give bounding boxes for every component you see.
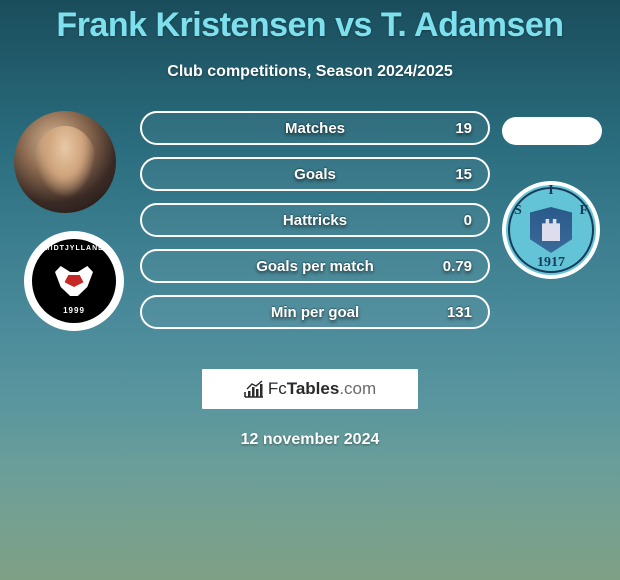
stat-label: Hattricks — [283, 212, 347, 229]
right-player-column: S I F 1917 — [502, 111, 602, 279]
brand-text: FcTables.com — [268, 379, 376, 399]
player-photo-left — [14, 111, 116, 213]
left-player-column: MIDTJYLLAND 1999 — [10, 111, 120, 331]
stat-value: 0.79 — [443, 258, 472, 275]
logo-year: 1917 — [537, 255, 565, 271]
club-logo-left-name: MIDTJYLLAND — [44, 245, 104, 252]
logo-letter-s: S — [514, 203, 522, 219]
stat-label: Goals — [294, 166, 336, 183]
stat-row: Goals 15 — [140, 157, 490, 191]
logo-letter-i: I — [548, 183, 553, 199]
brand-com: .com — [339, 379, 376, 398]
club-logo-right: S I F 1917 — [502, 181, 600, 279]
club-logo-left-inner: MIDTJYLLAND 1999 — [32, 239, 116, 323]
stat-value: 19 — [455, 120, 472, 137]
wolf-head-icon — [55, 266, 93, 296]
stat-value: 0 — [464, 212, 472, 229]
stats-list: Matches 19 Goals 15 Hattricks 0 Goals pe… — [140, 111, 490, 341]
stat-value: 15 — [455, 166, 472, 183]
stat-label: Matches — [285, 120, 345, 137]
comparison-area: MIDTJYLLAND 1999 S I F 1917 Matches 19 G — [0, 111, 620, 351]
stat-row: Matches 19 — [140, 111, 490, 145]
brand-fc: Fc — [268, 379, 287, 398]
club-logo-left: MIDTJYLLAND 1999 — [24, 231, 124, 331]
subtitle: Club competitions, Season 2024/2025 — [0, 63, 620, 81]
date-text: 12 november 2024 — [0, 431, 620, 449]
brand-tables: Tables — [287, 379, 340, 398]
bar-chart-icon — [244, 380, 264, 398]
stat-label: Goals per match — [256, 258, 374, 275]
stat-row: Goals per match 0.79 — [140, 249, 490, 283]
brand-link[interactable]: FcTables.com — [202, 369, 418, 409]
stat-row: Hattricks 0 — [140, 203, 490, 237]
logo-letter-f: F — [579, 203, 588, 219]
player-photo-right-placeholder — [502, 117, 602, 145]
castle-icon — [542, 219, 560, 241]
club-logo-left-year: 1999 — [63, 306, 85, 315]
stat-label: Min per goal — [271, 304, 359, 321]
page-title: Frank Kristensen vs T. Adamsen — [0, 0, 620, 45]
stat-value: 131 — [447, 304, 472, 321]
shield-icon — [530, 207, 572, 253]
stat-row: Min per goal 131 — [140, 295, 490, 329]
